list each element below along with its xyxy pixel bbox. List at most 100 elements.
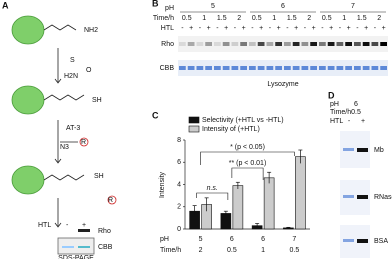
legend-label: Intensity of (+HTL) [202,126,260,133]
annotation: * (p < 0.05) [230,144,265,151]
rho-band [310,42,317,46]
htl-sign: - [286,25,289,32]
band-label: CBB [98,244,113,251]
band-plus [357,148,368,152]
bar [220,213,232,230]
band-minus [343,148,354,151]
rho-band [179,42,186,46]
band-plus [357,195,368,199]
cbb-band [336,66,344,70]
bar [295,156,306,230]
cbb-band [222,66,230,70]
row-label: pH [165,5,174,12]
ph-label: 6 [281,3,285,10]
cbb-band [380,66,387,70]
rho-band [371,42,379,46]
y-tick-label: 8 [177,137,181,144]
x-row-label: pH [160,236,169,243]
gel-rho [178,36,388,52]
sign: + [82,222,86,229]
htl-sign: + [312,25,316,32]
time-label: 1.5 [217,15,227,22]
htl-label: HTL [38,222,51,229]
time-label: 1.5 [357,15,367,22]
y-tick-label: 2 [177,204,181,211]
ph-label: 5 [211,3,215,10]
bracket [196,192,229,200]
htl-sign: + [382,25,386,32]
time-label: 2 [237,15,241,22]
cbb-band [266,66,274,70]
htl-sign: - [251,25,254,32]
bar [232,185,244,230]
y-tick-label: 4 [177,181,181,188]
rho-band [284,42,291,46]
htl-sign: + [207,25,211,32]
rho-band [196,42,204,46]
x-tick-label: 6 [261,236,265,243]
htl-sign: + [364,25,368,32]
rho-band [249,42,256,46]
htl-sign: + [329,25,333,32]
rho-band [354,42,361,46]
cbb-band [327,66,335,70]
rho-band [362,42,370,46]
cbb-band [179,66,186,70]
y-axis-label: Intensity [159,171,166,198]
cbb-band [231,66,239,70]
x-tick-label: 0.5 [227,247,237,254]
time-label: 0.5 [322,15,332,22]
cbb-band [310,66,317,70]
x-tick-label: 2 [199,247,203,254]
cbb-band [249,66,256,70]
cbb-band [345,66,352,70]
htl-sign: - [181,25,184,32]
time-label: 1.5 [287,15,297,22]
cbb-band [214,66,221,70]
cbb-band [275,66,282,70]
htl-sign: - [199,25,202,32]
cbb-band [301,66,309,70]
htl-sign: - [304,25,307,32]
band-minus [343,195,354,198]
time-label: 2 [377,15,381,22]
panel-label: B [152,0,159,8]
time-label: 1 [342,15,346,22]
rho-band [327,42,335,46]
htl-sign: - [321,25,324,32]
legend-swatch [188,125,200,133]
sign: - [66,222,69,229]
row-label: Time/h [153,15,174,22]
rho-band [214,42,221,46]
rho-band [345,42,352,46]
ph-label: 7 [351,3,355,10]
htl-sign: + [361,118,365,125]
atom-label: S [70,57,75,64]
rho-band [257,42,265,46]
time-label: 1 [202,15,206,22]
rho-band [266,42,274,46]
gel-cbb [178,60,388,76]
scheme-shapes [11,15,117,255]
amine-label: NH2 [84,27,98,34]
y-tick-label: 0 [177,226,181,233]
protein-label: BSA [374,238,388,245]
htl-sign: + [224,25,228,32]
band-plus [357,239,368,243]
bar [263,177,275,230]
x-tick-label: 1 [261,247,265,254]
band-minus [343,239,354,242]
atom-label: SH [92,97,102,104]
annotation: ** (p < 0.01) [229,160,267,167]
band-label: Rho [98,228,111,235]
time-label: 0.5 [252,15,262,22]
rho-band [205,42,212,46]
time-label: 0.5 [182,15,192,22]
panel-label: A [2,0,9,10]
cbb-band [240,66,247,70]
x-tick-label: 7 [292,236,296,243]
atom-label: SH [94,173,104,180]
x-row-label: Time/h [160,247,181,254]
ph-label: 6 [354,101,358,108]
